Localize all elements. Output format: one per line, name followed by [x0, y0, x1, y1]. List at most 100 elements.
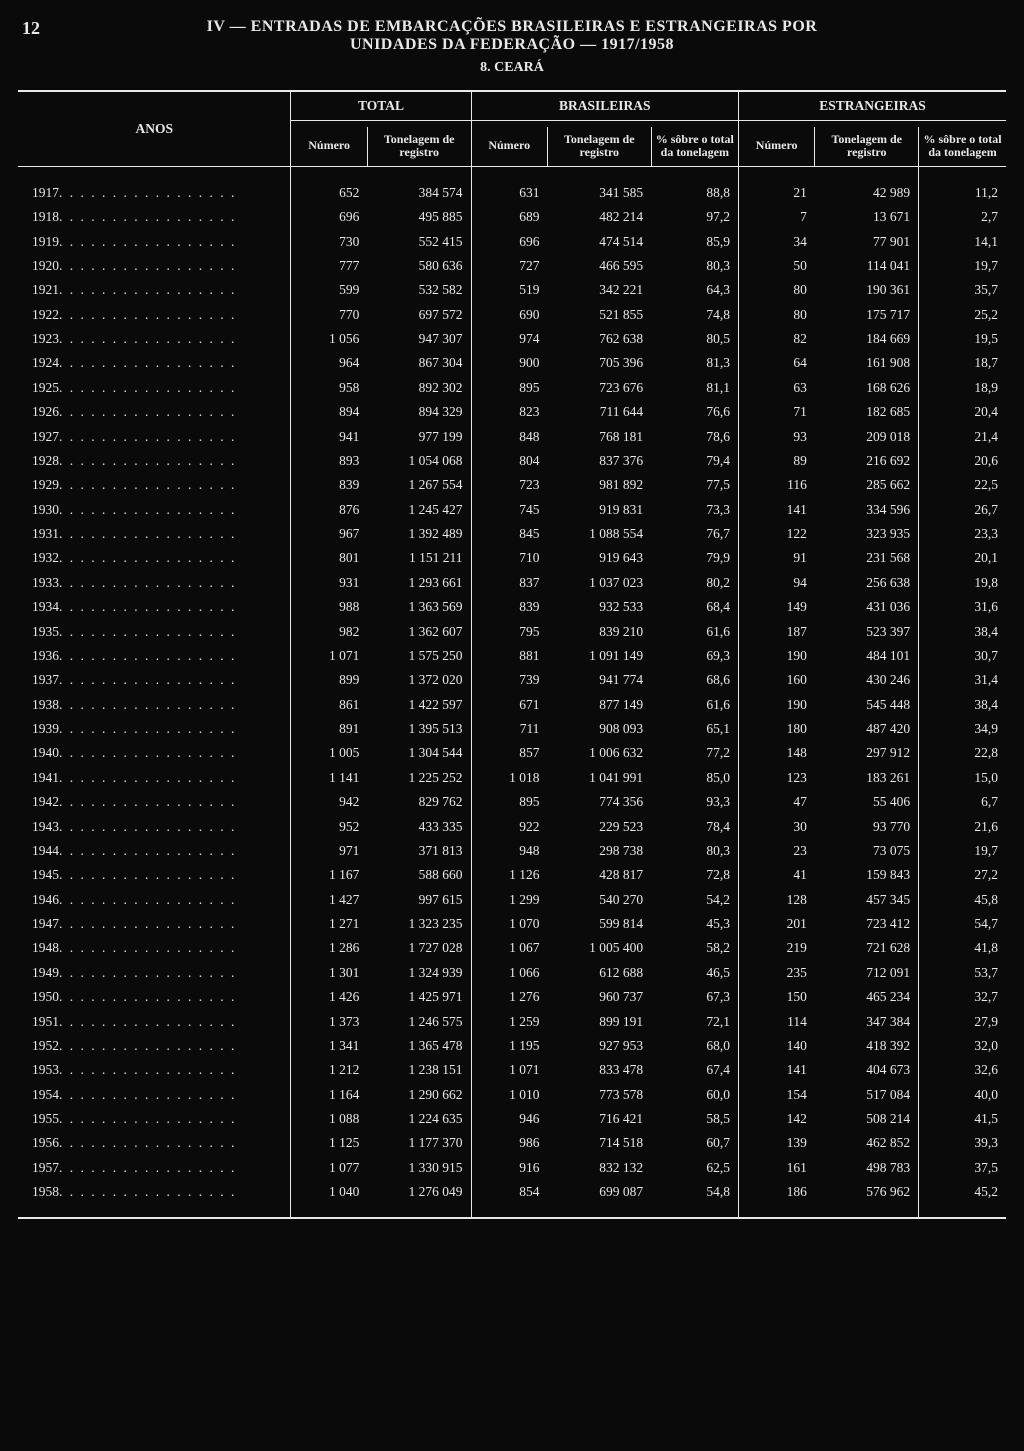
- table-cell: 25,2: [919, 302, 1006, 326]
- table-cell: 837 376: [547, 449, 651, 473]
- table-cell: 1 005 400: [547, 936, 651, 960]
- table-cell: 91: [738, 546, 814, 570]
- table-cell: 1957. . . . . . . . . . . . . . . . . . …: [18, 1156, 291, 1180]
- table-cell: 54,7: [919, 912, 1006, 936]
- table-cell: 11,2: [919, 181, 1006, 205]
- table-cell: 958: [291, 376, 367, 400]
- table-cell: 804: [471, 449, 547, 473]
- table-cell: 952: [291, 814, 367, 838]
- table-cell: 256 638: [815, 571, 919, 595]
- table-cell: 721 628: [815, 936, 919, 960]
- table-cell: 894 329: [367, 400, 471, 424]
- table-cell: 848: [471, 424, 547, 448]
- table-cell: 1 088 554: [547, 522, 651, 546]
- table-cell: 466 595: [547, 254, 651, 278]
- table-cell: 63: [738, 376, 814, 400]
- table-cell: 1 276 049: [367, 1180, 471, 1204]
- table-cell: 697 572: [367, 302, 471, 326]
- table-row: 1952. . . . . . . . . . . . . . . . . . …: [18, 1034, 1006, 1058]
- table-cell: 774 356: [547, 790, 651, 814]
- table-cell: 1 727 028: [367, 936, 471, 960]
- table-cell: 72,8: [651, 863, 738, 887]
- table-cell: 85,0: [651, 766, 738, 790]
- table-cell: 711 644: [547, 400, 651, 424]
- table-cell: 40,0: [919, 1082, 1006, 1106]
- table-cell: 76,7: [651, 522, 738, 546]
- table-cell: 297 912: [815, 741, 919, 765]
- table-cell: 1 151 211: [367, 546, 471, 570]
- title-line-2: UNIDADES DA FEDERAÇÃO — 1917/1958: [18, 36, 1006, 54]
- table-cell: 1 425 971: [367, 985, 471, 1009]
- table-cell: 730: [291, 229, 367, 253]
- table-cell: 773 578: [547, 1082, 651, 1106]
- table-cell: 54,8: [651, 1180, 738, 1204]
- table-cell: 50: [738, 254, 814, 278]
- page-heading: IV — ENTRADAS DE EMBARCAÇÕES BRASILEIRAS…: [18, 18, 1006, 76]
- table-cell: 78,4: [651, 814, 738, 838]
- table-cell: 1 177 370: [367, 1131, 471, 1155]
- table-cell: 20,1: [919, 546, 1006, 570]
- table-cell: 69,3: [651, 644, 738, 668]
- table-row: 1937. . . . . . . . . . . . . . . . . . …: [18, 668, 1006, 692]
- table-cell: 988: [291, 595, 367, 619]
- table-cell: 1 271: [291, 912, 367, 936]
- table-cell: 22,5: [919, 473, 1006, 497]
- table-row: 1919. . . . . . . . . . . . . . . . . . …: [18, 229, 1006, 253]
- table-cell: 428 817: [547, 863, 651, 887]
- table-cell: 1931. . . . . . . . . . . . . . . . . . …: [18, 522, 291, 546]
- table-cell: 2,7: [919, 205, 1006, 229]
- table-cell: 68,0: [651, 1034, 738, 1058]
- table-cell: 371 813: [367, 839, 471, 863]
- table-cell: 30,7: [919, 644, 1006, 668]
- table-cell: 1952. . . . . . . . . . . . . . . . . . …: [18, 1034, 291, 1058]
- table-cell: 1 372 020: [367, 668, 471, 692]
- table-cell: 128: [738, 887, 814, 911]
- table-cell: 404 673: [815, 1058, 919, 1082]
- table-cell: 762 638: [547, 327, 651, 351]
- table-row: 1947. . . . . . . . . . . . . . . . . . …: [18, 912, 1006, 936]
- table-cell: 1 267 554: [367, 473, 471, 497]
- table-cell: 1 056: [291, 327, 367, 351]
- table-cell: 77,2: [651, 741, 738, 765]
- table-cell: 61,6: [651, 619, 738, 643]
- table-cell: 877 149: [547, 692, 651, 716]
- table-cell: 696: [471, 229, 547, 253]
- table-cell: 1928. . . . . . . . . . . . . . . . . . …: [18, 449, 291, 473]
- table-cell: 1 212: [291, 1058, 367, 1082]
- table-cell: 22,8: [919, 741, 1006, 765]
- table-cell: 941: [291, 424, 367, 448]
- table-cell: 723 412: [815, 912, 919, 936]
- table-cell: 545 448: [815, 692, 919, 716]
- table-cell: 1 259: [471, 1009, 547, 1033]
- table-cell: 62,5: [651, 1156, 738, 1180]
- table-cell: 832 132: [547, 1156, 651, 1180]
- table-cell: 122: [738, 522, 814, 546]
- table-row: 1948. . . . . . . . . . . . . . . . . . …: [18, 936, 1006, 960]
- table-cell: 723 676: [547, 376, 651, 400]
- table-cell: 1 238 151: [367, 1058, 471, 1082]
- table-cell: 1 041 991: [547, 766, 651, 790]
- subtitle: 8. CEARÁ: [18, 60, 1006, 76]
- table-cell: 612 688: [547, 961, 651, 985]
- table-cell: 723: [471, 473, 547, 497]
- table-cell: 32,6: [919, 1058, 1006, 1082]
- table-cell: 580 636: [367, 254, 471, 278]
- table-cell: 18,9: [919, 376, 1006, 400]
- table-cell: 114: [738, 1009, 814, 1033]
- table-cell: 462 852: [815, 1131, 919, 1155]
- table-cell: 1 126: [471, 863, 547, 887]
- table-cell: 484 101: [815, 644, 919, 668]
- table-cell: 895: [471, 790, 547, 814]
- table-cell: 845: [471, 522, 547, 546]
- table-body: 1917. . . . . . . . . . . . . . . . . . …: [18, 167, 1006, 1219]
- table-cell: 900: [471, 351, 547, 375]
- table-cell: 23,3: [919, 522, 1006, 546]
- table-cell: 323 935: [815, 522, 919, 546]
- table-cell: 899: [291, 668, 367, 692]
- table-cell: 77,5: [651, 473, 738, 497]
- table-cell: 795: [471, 619, 547, 643]
- table-row: 1930. . . . . . . . . . . . . . . . . . …: [18, 497, 1006, 521]
- table-cell: 46,5: [651, 961, 738, 985]
- table-cell: 948: [471, 839, 547, 863]
- table-cell: 1 141: [291, 766, 367, 790]
